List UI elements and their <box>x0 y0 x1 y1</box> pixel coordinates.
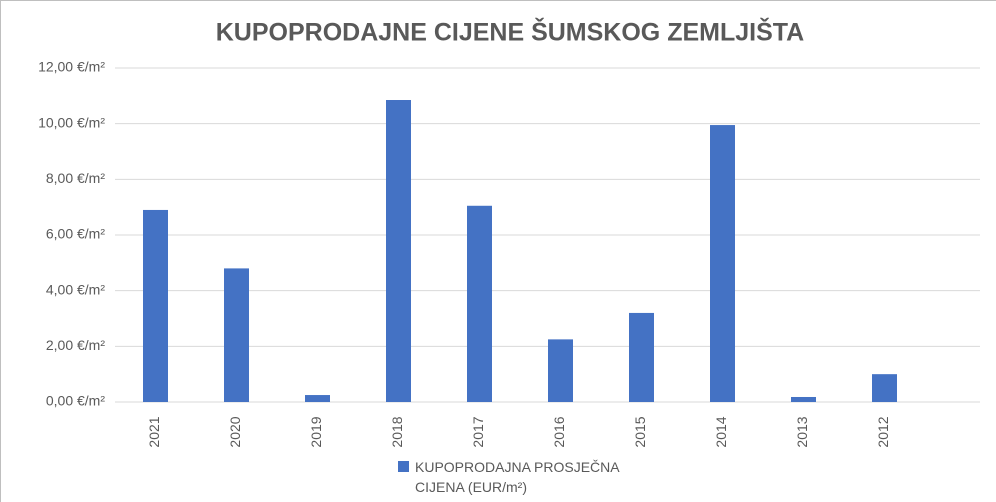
y-tick-label: 4,00 €/m² <box>46 281 105 297</box>
x-tick-label: 2012 <box>875 416 891 447</box>
legend-label: KUPOPRODAJNA PROSJEČNA CIJENA (EUR/m²) <box>415 459 619 495</box>
bar <box>305 395 330 402</box>
bar <box>143 209 168 402</box>
x-tick-label: 2018 <box>389 416 405 447</box>
bar <box>629 312 654 402</box>
x-tick-label: 2014 <box>713 416 729 447</box>
y-tick-label: 12,00 €/m² <box>38 59 105 75</box>
bar <box>224 268 249 402</box>
x-tick-label: 2016 <box>551 416 567 447</box>
x-tick-label: 2021 <box>146 416 162 447</box>
x-tick-label: 2019 <box>308 416 324 447</box>
y-tick-label: 2,00 €/m² <box>46 337 105 353</box>
y-tick-label: 6,00 €/m² <box>46 226 105 242</box>
x-tick-label: 2020 <box>227 416 243 447</box>
bar <box>548 339 573 402</box>
bar <box>467 205 492 402</box>
bar <box>386 100 411 402</box>
x-tick-label: 2015 <box>632 416 648 447</box>
x-tick-label: 2013 <box>794 416 810 447</box>
y-tick-label: 0,00 €/m² <box>46 393 105 409</box>
bar <box>710 125 735 402</box>
legend-swatch <box>398 461 409 472</box>
chart-title: KUPOPRODAJNE CIJENE ŠUMSKOG ZEMLJIŠTA <box>216 17 805 47</box>
y-tick-label: 8,00 €/m² <box>46 170 105 186</box>
y-tick-label: 10,00 €/m² <box>38 114 105 130</box>
x-tick-label: 2017 <box>470 416 486 447</box>
bar <box>872 374 897 402</box>
legend: KUPOPRODAJNA PROSJEČNA CIJENA (EUR/m²) <box>398 457 655 497</box>
bar <box>791 396 816 402</box>
